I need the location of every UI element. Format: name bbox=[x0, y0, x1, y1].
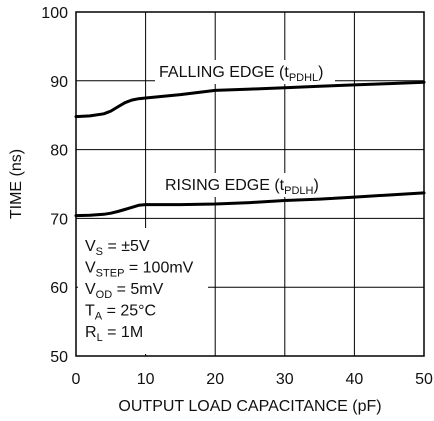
series-label-falling-edge: FALLING EDGE (tPDHL) bbox=[159, 64, 323, 84]
series-line-rising-edge bbox=[74, 191, 426, 218]
series-labels: FALLING EDGE (tPDHL) RISING EDGE (tPDLH) bbox=[155, 60, 335, 197]
x-axis-title: OUTPUT LOAD CAPACITANCE (pF) bbox=[118, 398, 381, 415]
condition-line: TA = 25°C bbox=[85, 303, 156, 323]
condition-line: VOD = 5mV bbox=[85, 281, 164, 301]
series-label-rising-edge: RISING EDGE (tPDLH) bbox=[165, 177, 319, 197]
x-tick-label: 0 bbox=[72, 371, 81, 388]
series-label-background bbox=[155, 60, 335, 84]
series-group bbox=[74, 80, 426, 218]
y-tick-label: 100 bbox=[41, 5, 68, 22]
series-line-falling-edge bbox=[74, 80, 426, 119]
x-tick-labels: 0 10 20 30 40 50 bbox=[72, 371, 433, 388]
plot-frame bbox=[75, 11, 425, 357]
conditions-background bbox=[78, 228, 208, 354]
series-label-background bbox=[161, 173, 333, 197]
y-tick-label: 60 bbox=[50, 280, 68, 297]
y-tick-labels: 50 60 70 80 90 100 bbox=[41, 5, 68, 366]
y-tick-label: 70 bbox=[50, 211, 68, 228]
y-axis-title: TIME (ns) bbox=[8, 149, 25, 219]
x-tick-label: 50 bbox=[415, 371, 433, 388]
condition-line: VS = ±5V bbox=[85, 238, 150, 258]
y-tick-label: 50 bbox=[50, 349, 68, 366]
x-tick-label: 30 bbox=[276, 371, 294, 388]
condition-line: RL = 1M bbox=[85, 324, 143, 344]
y-tick-label: 90 bbox=[50, 74, 68, 91]
x-tick-label: 10 bbox=[137, 371, 155, 388]
condition-line: VSTEP = 100mV bbox=[85, 260, 194, 280]
x-tick-label: 20 bbox=[206, 371, 224, 388]
y-tick-label: 80 bbox=[50, 143, 68, 160]
x-tick-label: 40 bbox=[346, 371, 364, 388]
